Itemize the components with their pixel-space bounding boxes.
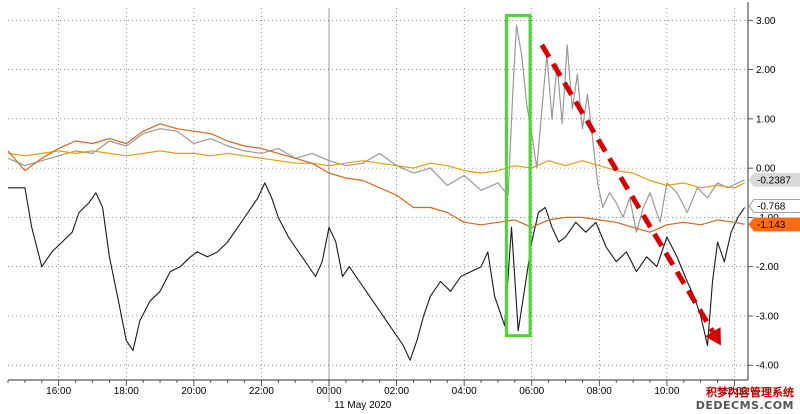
- series-line-4: [7, 123, 745, 233]
- y-tick-label: 2.00: [756, 65, 776, 76]
- last-value-badges: -0.768 -0.2387 -1.143: [748, 172, 800, 232]
- x-tick-label: 10:00: [654, 386, 679, 397]
- x-tick-label: 02:00: [384, 386, 409, 397]
- trend-arrow-shaft: [539, 43, 715, 334]
- x-tick-label: 04:00: [452, 386, 477, 397]
- watermark-title: 积梦内容管理系统: [706, 386, 794, 399]
- highlight-box: [504, 13, 532, 338]
- x-tick-label: 16:00: [46, 386, 71, 397]
- series-line-2: [7, 24, 745, 233]
- x-tick-label: 12:00: [722, 386, 747, 397]
- series-group: [7, 24, 746, 361]
- x-tick-label: 08:00: [587, 386, 612, 397]
- y-tick-label: 3.00: [756, 16, 776, 27]
- last-value-badge: -1.143: [748, 217, 800, 232]
- axes: 16:00 18:00 20:00 22:00 00:00 02:00 04:00 06:00…: [7, 2, 779, 411]
- series-line-3: [7, 150, 745, 189]
- x-tick-label: 18:00: [114, 386, 139, 397]
- y-tick-label: -3.00: [756, 311, 779, 322]
- last-value-badge: -0.768: [748, 199, 800, 213]
- last-value-badge-bg: [748, 172, 800, 187]
- y-tick-label: 0.00: [756, 164, 776, 175]
- last-value-badge-text: -0.768: [757, 201, 786, 212]
- trend-arrow-head: [705, 327, 721, 346]
- y-tick-label: 1.00: [756, 114, 776, 125]
- x-tick-label: 22:00: [249, 386, 274, 397]
- y-tick-label: -4.00: [756, 361, 779, 372]
- grid: [8, 8, 748, 402]
- last-value-badge-bg: [748, 199, 800, 213]
- last-value-badge: -0.2387: [748, 172, 800, 187]
- y-tick-label: -2.00: [756, 262, 779, 273]
- last-value-badge-text: -0.2387: [757, 175, 791, 186]
- watermark-url: DEDECMS.COM: [695, 399, 794, 412]
- last-value-badge-text: -1.143: [757, 220, 786, 231]
- x-tick-label: 20:00: [181, 386, 206, 397]
- last-value-badge-bg: [748, 217, 800, 232]
- series-line-1: [8, 182, 746, 361]
- watermark: 积梦内容管理系统 DEDECMS.COM: [696, 386, 794, 412]
- annotations: [504, 13, 721, 346]
- x-tick-label: 06:00: [519, 386, 544, 397]
- x-tick-label: 00:00: [316, 386, 341, 397]
- x-date-label: 11 May 2020: [334, 400, 392, 411]
